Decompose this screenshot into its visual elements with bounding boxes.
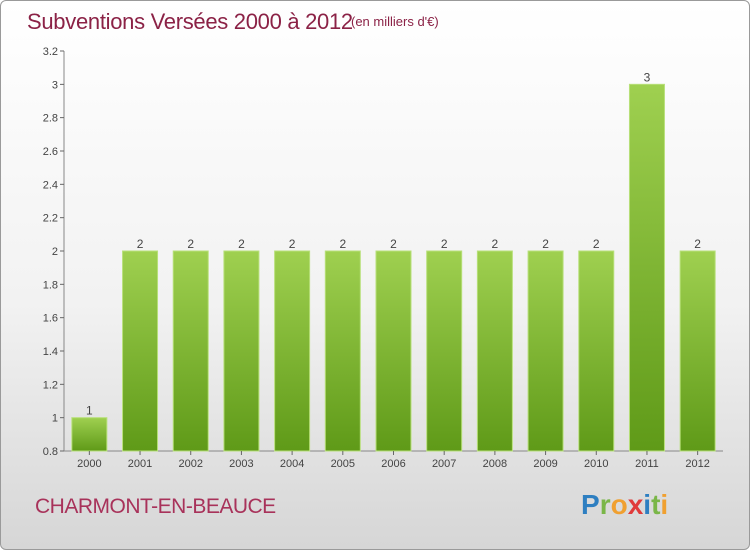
x-tick-label: 2002: [178, 458, 202, 470]
x-tick-label: 2007: [432, 458, 456, 470]
y-tick-label: 2.4: [43, 179, 58, 191]
x-tick-label: 2009: [533, 458, 557, 470]
data-label: 2: [593, 237, 600, 251]
data-label: 2: [289, 237, 296, 251]
bar: [172, 250, 209, 452]
data-label: 2: [137, 237, 144, 251]
x-tick-label: 2001: [128, 458, 152, 470]
chart-unit: (en milliers d'€): [351, 14, 439, 29]
y-tick-label: 3: [52, 79, 58, 91]
bar: [628, 83, 665, 452]
y-tick-label: 1: [52, 413, 58, 425]
y-tick-label: 1.6: [43, 313, 58, 325]
y-tick-label: 2: [52, 246, 58, 258]
bar: [71, 417, 108, 452]
x-tick-label: 2012: [685, 458, 709, 470]
logo-letter: r: [599, 489, 611, 520]
data-label: 2: [441, 237, 448, 251]
y-tick-label: 2.2: [43, 213, 58, 225]
bar: [122, 250, 159, 452]
data-label: 2: [238, 237, 245, 251]
bar: [679, 250, 716, 452]
y-tick-label: 1.8: [43, 279, 58, 291]
bar: [527, 250, 564, 452]
x-tick-label: 2011: [635, 458, 659, 470]
y-tick-label: 2.6: [43, 146, 58, 158]
city-name: CHARMONT-EN-BEAUCE: [35, 495, 276, 518]
x-tick-label: 2004: [280, 458, 304, 470]
logo-letter: t: [651, 489, 661, 520]
data-label: 2: [187, 237, 194, 251]
bar: [476, 250, 513, 452]
bar: [324, 250, 361, 452]
bar: [274, 250, 311, 452]
data-label: 1: [86, 404, 93, 418]
logo-letter: o: [610, 489, 628, 520]
x-tick-label: 2010: [584, 458, 608, 470]
proxiti-logo: Proxiti: [581, 489, 668, 521]
x-tick-label: 2008: [483, 458, 507, 470]
logo-letter: i: [643, 489, 652, 520]
chart-title: Subventions Versées 2000 à 2012: [27, 9, 353, 34]
data-label: 2: [339, 237, 346, 251]
data-label: 2: [390, 237, 397, 251]
data-label: 2: [542, 237, 549, 251]
x-tick-label: 2005: [331, 458, 355, 470]
x-tick-label: 2006: [381, 458, 405, 470]
y-tick-label: 2.8: [43, 113, 58, 125]
bar: [375, 250, 412, 452]
data-label: 2: [694, 237, 701, 251]
logo-letter: i: [660, 489, 669, 520]
x-tick-label: 2003: [229, 458, 253, 470]
data-label: 2: [492, 237, 499, 251]
y-tick-label: 3.2: [43, 46, 58, 58]
logo-letter: x: [627, 489, 644, 520]
y-tick-label: 1.2: [43, 379, 58, 391]
bar: [223, 250, 260, 452]
y-tick-label: 0.8: [43, 446, 58, 458]
data-label: 3: [644, 70, 651, 84]
x-tick-label: 2000: [77, 458, 101, 470]
bar: [578, 250, 615, 452]
logo-letter: P: [581, 489, 600, 520]
bar: [426, 250, 463, 452]
y-tick-label: 1.4: [43, 346, 58, 358]
